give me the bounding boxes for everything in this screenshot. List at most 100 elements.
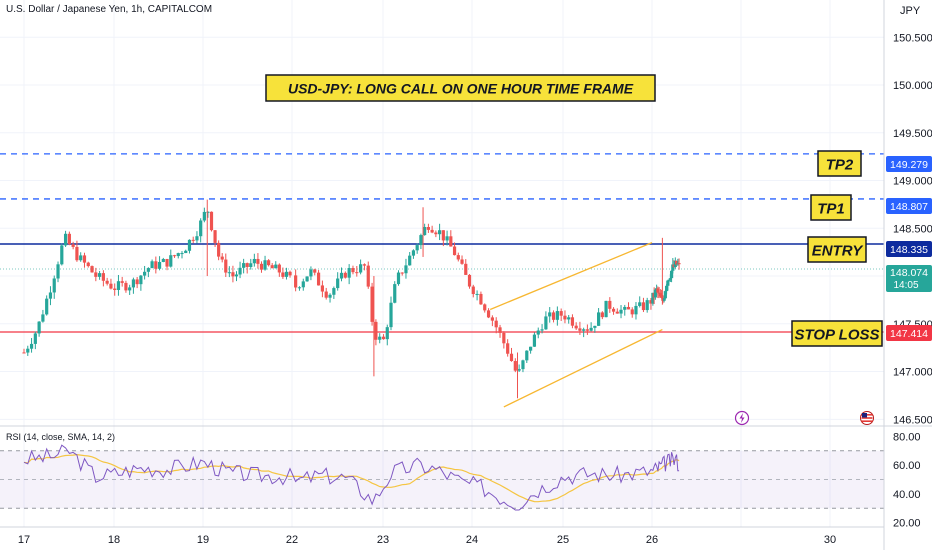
candle-body [252, 258, 256, 264]
us-flag-icon[interactable] [860, 411, 874, 425]
entry-tag-text: 148.335 [890, 244, 928, 256]
candle-body [378, 336, 382, 340]
candle-body [529, 346, 533, 351]
candle-body [666, 280, 670, 286]
candle-body [441, 230, 445, 241]
candle-body [619, 309, 623, 314]
tp2-label-bg [817, 150, 862, 177]
candle-body [313, 269, 317, 273]
candle-body [234, 274, 239, 277]
candle-body [245, 263, 249, 267]
candle-body [131, 279, 136, 288]
tp2-label-text: TP2 [826, 157, 854, 174]
candle-body [220, 256, 224, 260]
rsi-axis[interactable]: 80.00 60.00 40.00 20.00 [893, 431, 921, 529]
candle-body [101, 273, 105, 281]
price-axis[interactable]: 150.500 150.000 149.500 149.000 148.500 148.0… [893, 32, 932, 426]
candle-body [578, 328, 582, 331]
candle-body [116, 281, 121, 290]
channel [489, 242, 663, 408]
candle-body [677, 263, 681, 265]
title-banner: USD-JPY: LONG CALL ON ONE HOUR TIME FRAM… [265, 74, 656, 102]
candle-body [521, 360, 525, 370]
candle-body [551, 312, 556, 320]
candle-body [249, 263, 253, 267]
time-axis[interactable]: 17181922232425262930 [18, 531, 836, 547]
tp2-price-tag: 149.279 [886, 156, 932, 172]
candle-body [381, 336, 386, 340]
stop-loss-label: STOP LOSS [791, 320, 883, 347]
candle-body [536, 330, 540, 335]
candle-body [79, 255, 83, 261]
current-price-tag: 148.074 14:05 [886, 265, 932, 292]
candle-body [224, 259, 228, 273]
stop-loss-tag-text: 147.414 [890, 328, 928, 340]
candle-body [449, 236, 453, 247]
candle-body [33, 333, 37, 344]
candle-body [281, 272, 285, 277]
candle-body [662, 298, 666, 301]
candle-body [320, 285, 324, 292]
candle-body [120, 281, 124, 283]
tp1-tag-text: 148.807 [890, 201, 928, 213]
tp1-label-text: TP1 [817, 201, 845, 218]
candle-body [105, 280, 109, 284]
candle-body [630, 309, 634, 315]
candle-body [426, 227, 430, 230]
candle-body [555, 311, 559, 320]
rsi-tick-label: 80.00 [893, 431, 921, 443]
candle-body [187, 239, 192, 251]
candle-body [165, 259, 169, 267]
candle-body [324, 291, 328, 298]
candle-body [150, 261, 154, 269]
candle-body [343, 272, 347, 278]
candle-body [242, 263, 246, 268]
stop-loss-label-text: STOP LOSS [794, 327, 879, 344]
candle-body [217, 242, 221, 257]
candle-body [309, 269, 313, 277]
candle-body [645, 300, 649, 311]
candle-body [611, 308, 616, 312]
lightning-icon[interactable] [734, 410, 750, 426]
candle-body [227, 272, 231, 274]
tp1-price-tag: 148.807 [886, 198, 932, 214]
candle-body [75, 246, 79, 261]
candle-body [231, 272, 235, 277]
candle-body [154, 261, 158, 269]
candle-body [191, 239, 195, 241]
candle-body [626, 306, 631, 310]
price-tick-label: 148.500 [893, 223, 932, 235]
candle-body [653, 289, 657, 298]
candle-body [82, 255, 87, 263]
entry-label-bg [807, 236, 867, 263]
candle-body [506, 343, 510, 354]
candle-body [660, 296, 664, 298]
candle-body [370, 286, 374, 322]
candle-body [98, 273, 102, 277]
candle-body [366, 265, 370, 287]
candle-body [37, 321, 41, 334]
entry-label-text: ENTRY [812, 243, 865, 260]
candle-body [347, 268, 351, 278]
time-tick-label: 18 [108, 534, 120, 546]
candle-body [135, 279, 139, 285]
candle-body [479, 293, 483, 305]
price-tick-label: 149.500 [893, 128, 932, 140]
candle-body [305, 276, 309, 282]
tp1-tag-bg [886, 198, 932, 214]
candle-body [180, 253, 184, 255]
price-tick-label: 147.000 [893, 367, 932, 379]
candle-body [423, 227, 427, 236]
candle-body [600, 312, 604, 318]
candle-body [355, 272, 359, 274]
candle-body [332, 288, 336, 295]
rsi-tick-label: 20.00 [893, 518, 921, 530]
candle-body [570, 317, 575, 326]
candle-body [430, 229, 434, 233]
currency-label[interactable]: JPY [900, 5, 921, 17]
rsi-title: RSI (14, close, SMA, 14, 2) [6, 432, 116, 442]
candle-body [206, 211, 210, 213]
rsi-tick-label: 40.00 [893, 489, 921, 501]
tp1-label-bg [810, 194, 852, 221]
